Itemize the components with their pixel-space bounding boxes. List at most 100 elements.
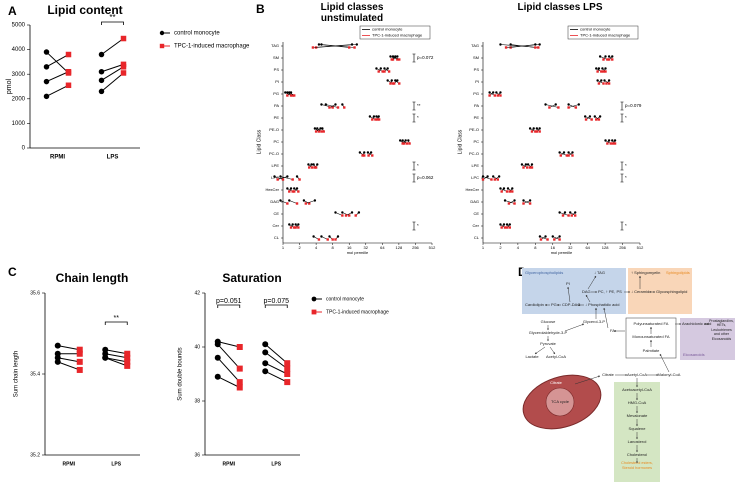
point: [567, 106, 570, 109]
point: [341, 103, 344, 106]
point: [387, 70, 391, 73]
point: [569, 211, 572, 214]
point: [307, 163, 310, 166]
point: [98, 88, 105, 95]
eicosanoid-box: [680, 318, 735, 360]
point: [65, 68, 72, 75]
point: [500, 226, 503, 229]
annotation: p=0.051: [216, 298, 242, 305]
point: [490, 178, 493, 181]
y-tick-label: LPE: [471, 163, 479, 168]
point: [394, 79, 397, 82]
node: Mevalonate: [627, 413, 648, 418]
y-tick-label: CE: [473, 211, 479, 216]
y-tick-label: 38: [194, 398, 200, 404]
significance-bracket: [104, 321, 128, 325]
y-tick-label: 5000: [12, 23, 26, 29]
point: [595, 67, 598, 70]
point: [320, 103, 323, 106]
point: [363, 154, 366, 157]
point: [348, 46, 351, 49]
point: [505, 223, 509, 226]
point: [607, 79, 611, 82]
point: [302, 199, 306, 202]
point: [124, 358, 131, 365]
point: [314, 166, 318, 169]
point: [611, 55, 614, 58]
point: [368, 115, 372, 118]
point: [120, 35, 127, 42]
point: [350, 43, 354, 46]
point: [120, 64, 127, 70]
y-tick-label: PC: [273, 139, 279, 144]
node: Squalene: [629, 426, 647, 431]
legend-label: control monocyte: [174, 31, 220, 37]
point: [538, 127, 541, 130]
point: [481, 175, 485, 178]
y-axis-label: pmol: [6, 78, 13, 94]
point: [574, 214, 577, 217]
chart-title-wrap: Chain length: [56, 272, 129, 285]
point: [488, 94, 491, 97]
point: [320, 235, 323, 238]
annotation: *: [625, 163, 627, 168]
point: [289, 187, 293, 190]
y-tick-label: LPC: [471, 175, 479, 180]
x-tick-label: 512: [429, 245, 436, 250]
chart-title-wrap: Lipid classes unstimulated: [320, 2, 384, 24]
point: [98, 51, 105, 58]
point: [284, 91, 287, 94]
point: [544, 103, 547, 106]
x-tick-label: LPS: [107, 155, 119, 161]
chart-title: Lipid classes unstimulated: [320, 2, 384, 24]
pair-line: [217, 376, 240, 388]
node: Malonyl-CoA: [658, 372, 681, 377]
point: [558, 211, 561, 214]
point: [505, 226, 509, 229]
node: Lanosterol: [628, 439, 647, 444]
point: [513, 202, 516, 205]
y-tick-label: PE-O: [269, 127, 279, 132]
point: [262, 368, 269, 375]
x-tick-label: 4: [315, 245, 318, 250]
y-tick-label: PS: [274, 67, 280, 72]
pair-line: [482, 176, 492, 180]
point: [598, 55, 602, 58]
y-tick-label: 35.6: [30, 290, 40, 296]
point: [611, 58, 614, 61]
pair-line: [101, 66, 124, 81]
point: [508, 190, 511, 193]
point: [313, 166, 317, 169]
point: [98, 77, 105, 84]
node: Glucose: [541, 319, 556, 324]
point: [262, 341, 269, 348]
point: [567, 214, 570, 217]
y-axis-label: Sum chain length: [14, 351, 20, 397]
point: [334, 238, 337, 241]
point: [588, 115, 592, 118]
node: Glycerolaldehyde-3-P: [529, 330, 568, 335]
node: Citrate: [550, 380, 563, 385]
point: [120, 70, 127, 76]
point: [558, 235, 561, 238]
point: [321, 127, 324, 130]
arrows: [534, 275, 710, 464]
significance-bracket: [412, 173, 416, 183]
pair-line: [305, 200, 315, 204]
x-tick-label: 128: [396, 245, 403, 250]
point: [570, 214, 573, 217]
point: [288, 199, 291, 202]
y-tick-label: 2000: [12, 96, 26, 102]
point: [284, 371, 291, 377]
point: [596, 70, 599, 73]
pair-line: [568, 104, 576, 108]
point: [557, 106, 560, 109]
point: [391, 55, 395, 58]
point: [558, 151, 561, 154]
point: [286, 175, 289, 178]
node: Sphingolipids: [666, 270, 690, 275]
point: [537, 46, 540, 49]
point: [317, 238, 321, 241]
node: CDP-DAG: [562, 302, 580, 307]
